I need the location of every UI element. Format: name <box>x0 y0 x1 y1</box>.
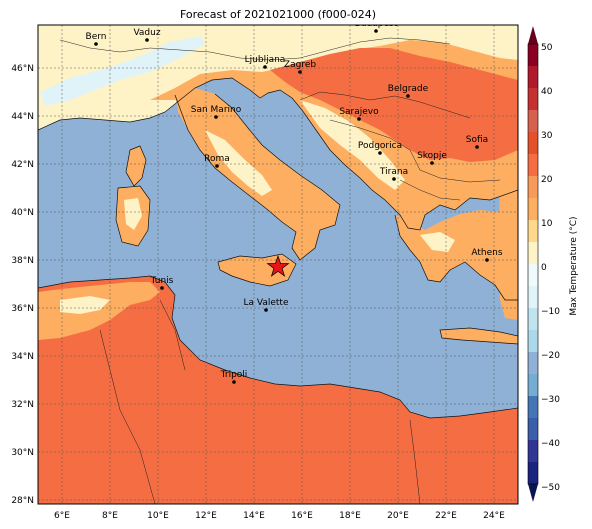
lon-tick: 20°E <box>387 511 409 521</box>
city-label: Ljubljana <box>245 55 286 65</box>
colorbar-tick: −50 <box>541 483 560 493</box>
colorbar-tick: −40 <box>541 439 560 449</box>
land-greece <box>395 210 518 300</box>
lat-tick: 38°N <box>11 256 34 266</box>
colorbar-tick: 50 <box>541 43 553 53</box>
land-tunisia-mild <box>60 296 110 314</box>
colorbar-tick: −10 <box>541 307 560 317</box>
city-markers: Bern Vaduz Budapest Ljubljana Zagreb Bel… <box>86 19 503 384</box>
city-label: Tripoli <box>220 370 248 380</box>
colorbar-bottom-extension <box>528 484 538 502</box>
colorbar[interactable]: 50 40 30 20 10 0 −10 −20 −30 −40 −50 Max… <box>527 26 579 502</box>
lon-tick: 10°E <box>147 511 169 521</box>
lat-tick: 32°N <box>11 400 34 410</box>
city-label: Athens <box>471 248 502 258</box>
red-star-icon[interactable] <box>266 254 290 277</box>
colorbar-top-extension <box>528 26 538 44</box>
lon-tick: 22°E <box>435 511 457 521</box>
map-panel[interactable]: Bern Vaduz Budapest Ljubljana Zagreb Bel… <box>38 19 518 504</box>
colorbar-frame <box>527 43 539 485</box>
lat-tick: 42°N <box>11 160 34 170</box>
lon-tick: 12°E <box>195 511 217 521</box>
city-label: Tunis <box>150 276 174 286</box>
colorbar-tick: 30 <box>541 131 553 141</box>
city-label: La Valette <box>244 298 289 308</box>
land-balkans-hot <box>270 48 518 162</box>
city-label: Belgrade <box>388 84 429 94</box>
land-anatolia <box>498 178 518 320</box>
lon-tick: 24°E <box>483 511 505 521</box>
city-label: Zagreb <box>284 60 316 70</box>
map-frame <box>37 24 519 505</box>
city-label: Sofia <box>466 135 488 145</box>
lon-tick: 16°E <box>291 511 313 521</box>
colorbar-tick: 40 <box>541 87 553 97</box>
country-borders <box>59 37 501 504</box>
lat-tick: 44°N <box>11 112 34 122</box>
map-title: Forecast of 2021021000 (f000-024) <box>180 8 376 21</box>
land-italy-mild <box>205 130 272 196</box>
land-corsica <box>126 146 146 186</box>
city-label: Bern <box>86 32 107 42</box>
city-label: Skopje <box>417 151 447 161</box>
colorbar-ticks: 50 40 30 20 10 0 −10 −20 −30 −40 −50 <box>541 43 560 493</box>
city-label: Vaduz <box>133 28 160 38</box>
city-label: San Marino <box>191 105 242 115</box>
lat-tick: 40°N <box>11 208 34 218</box>
colorbar-tick: 20 <box>541 175 553 185</box>
lat-tick: 36°N <box>11 304 34 314</box>
lat-tick: 34°N <box>11 352 34 362</box>
land-balkans-mild <box>300 100 405 190</box>
coastlines <box>38 77 518 419</box>
city-label: Roma <box>204 154 230 164</box>
land-sardinia-mild <box>124 198 142 230</box>
city-label: Tirana <box>379 167 408 177</box>
land-tunisia-warm <box>38 282 160 340</box>
colorbar-tick: −30 <box>541 395 560 405</box>
colorbar-tick: 10 <box>541 219 553 229</box>
lat-tick: 28°N <box>11 496 34 506</box>
colorbar-tick: 0 <box>541 263 547 273</box>
lon-tick: 8°E <box>102 511 118 521</box>
city-label: Budapest <box>355 19 398 29</box>
lon-axis: 6°E 8°E 10°E 12°E 14°E 16°E 18°E 20°E 22… <box>54 511 505 521</box>
colorbar-label: Max Temperature (°C) <box>569 216 579 315</box>
lon-tick: 6°E <box>54 511 70 521</box>
alps-cool-band <box>40 36 205 106</box>
lon-tick: 14°E <box>243 511 265 521</box>
lat-axis: 46°N 44°N 42°N 40°N 38°N 36°N 34°N 32°N … <box>11 64 34 506</box>
colorbar-tick: −20 <box>541 351 560 361</box>
lon-tick: 18°E <box>339 511 361 521</box>
city-label: Sarajevo <box>339 107 379 117</box>
lat-tick: 30°N <box>11 448 34 458</box>
colorbar-bands <box>528 44 538 484</box>
lat-tick: 46°N <box>11 64 34 74</box>
city-label: Podgorica <box>358 141 402 151</box>
